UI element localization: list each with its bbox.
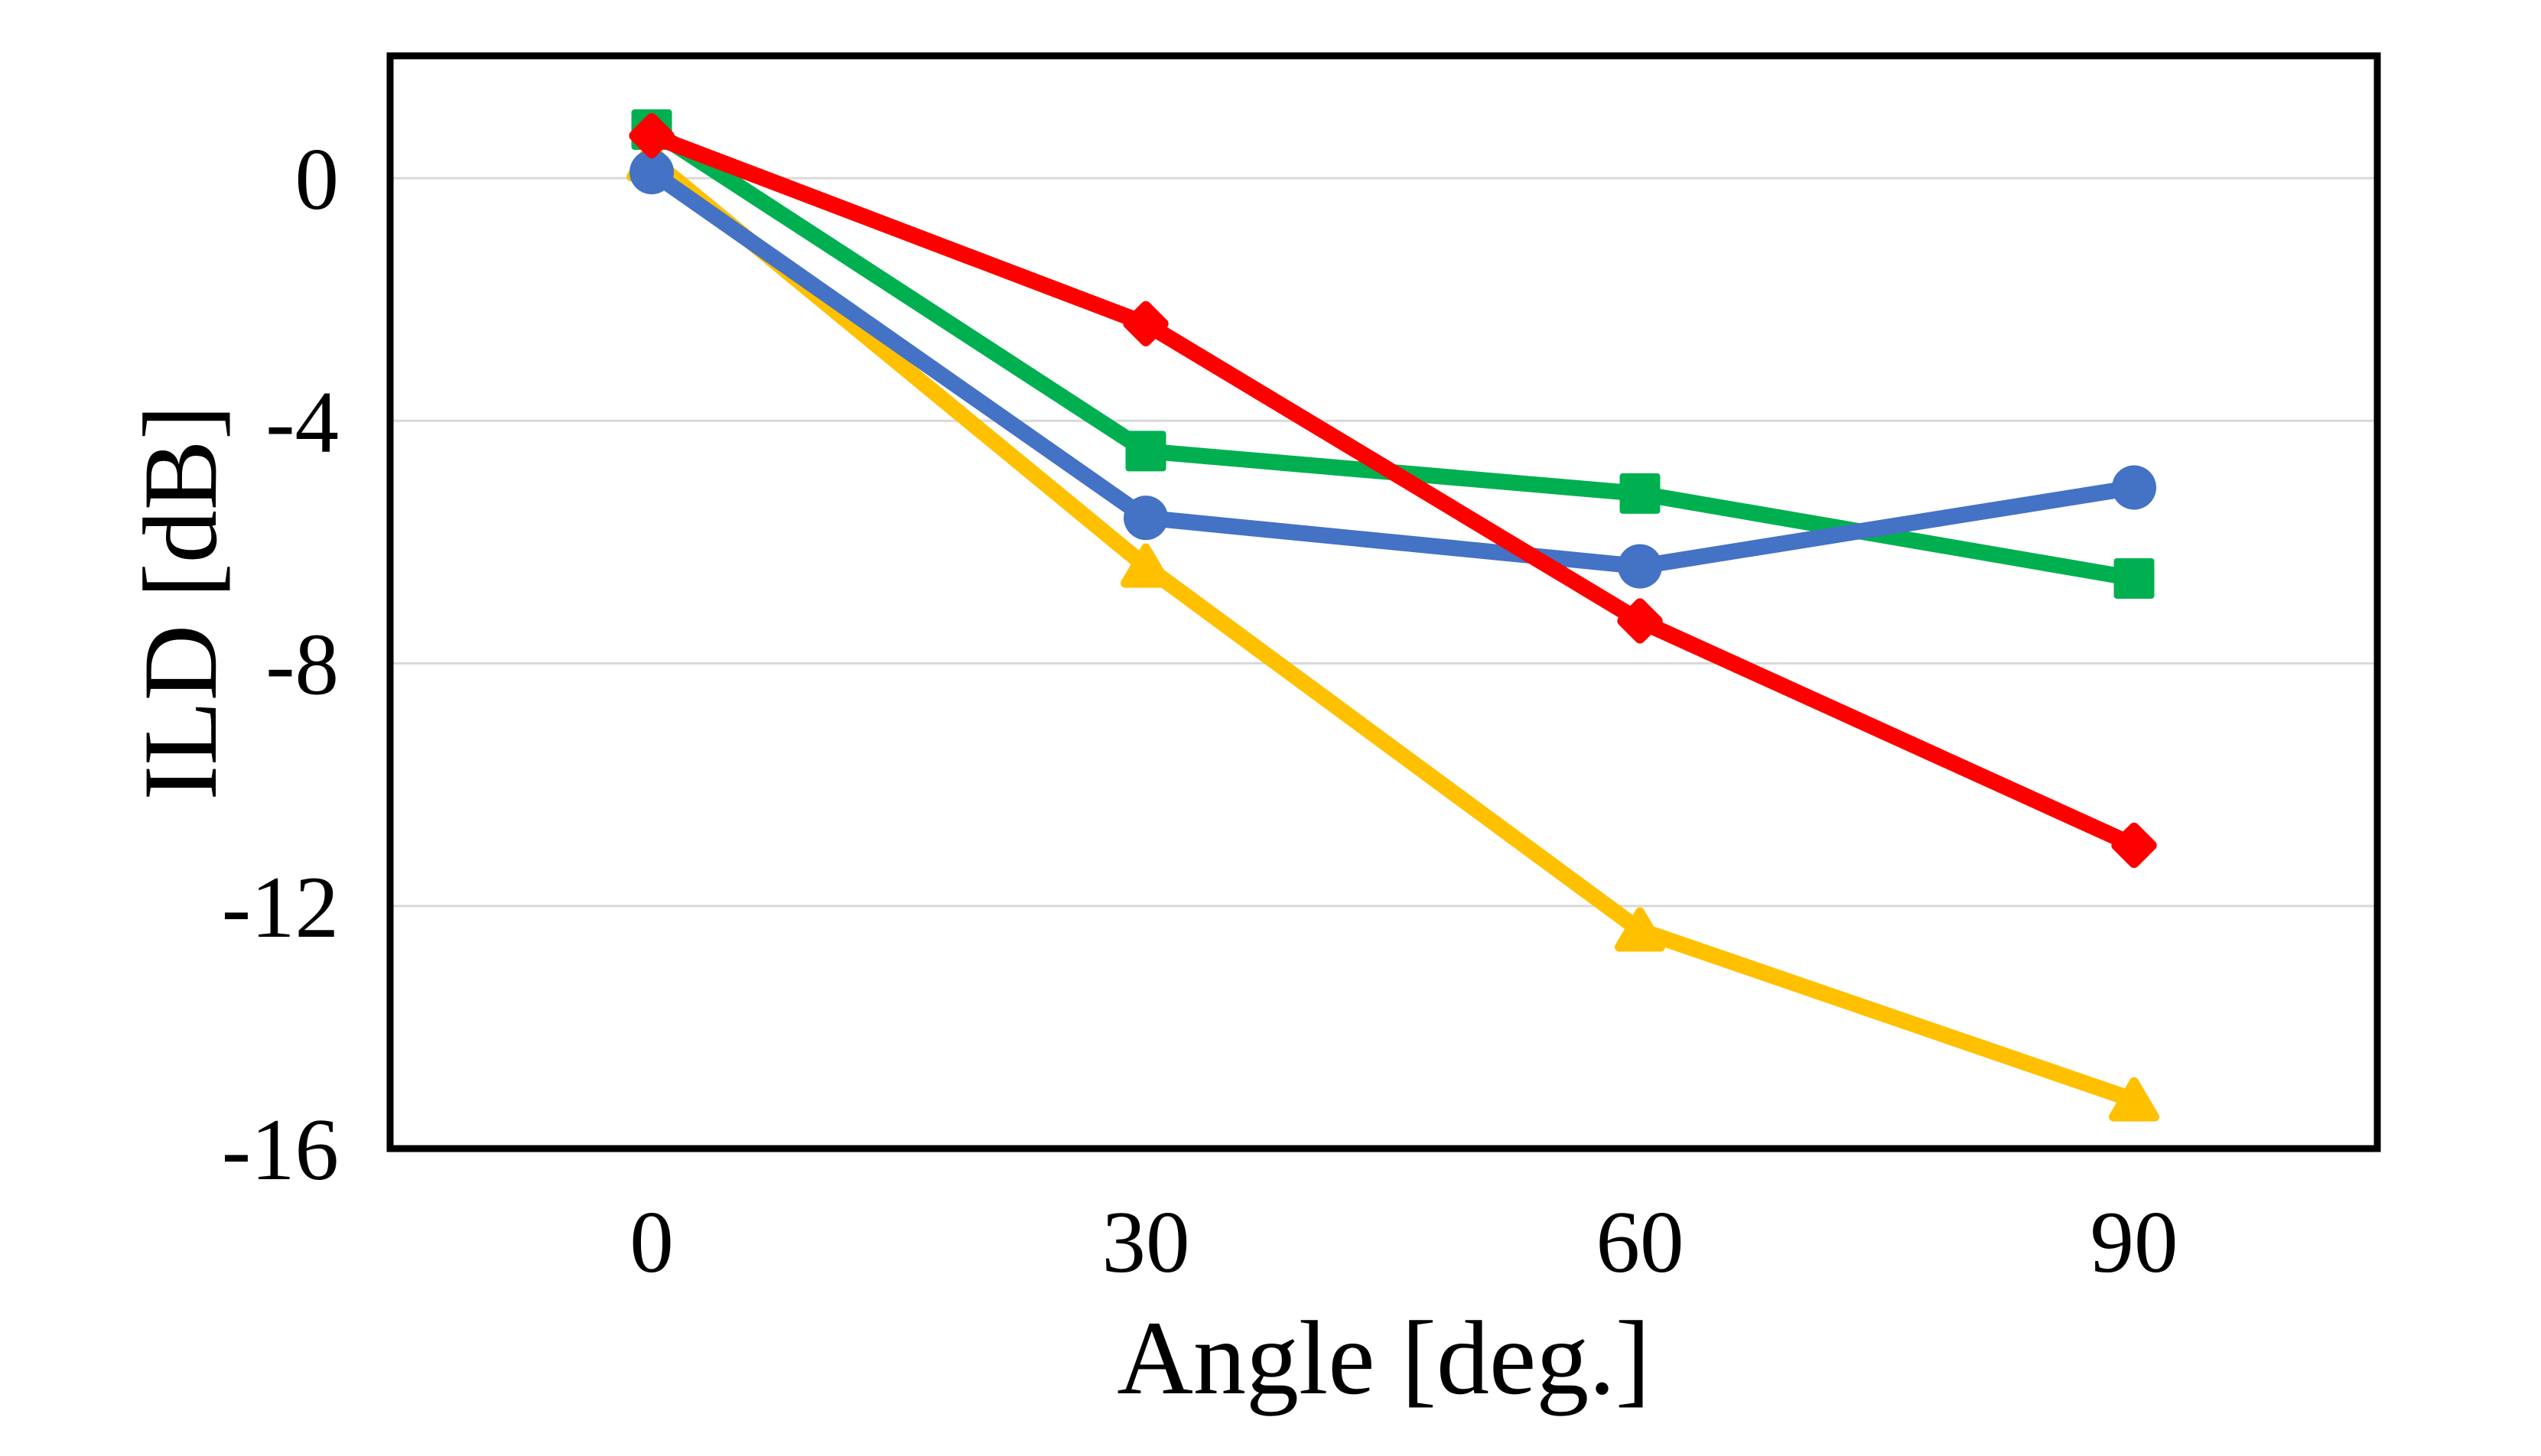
x-tick-label: 90 bbox=[2090, 1194, 2178, 1291]
gridlines bbox=[390, 177, 2377, 908]
circle-marker bbox=[2112, 465, 2156, 510]
circle-marker bbox=[1618, 544, 1662, 589]
x-tick-label: 60 bbox=[1596, 1194, 1684, 1291]
square-marker bbox=[1125, 431, 1166, 472]
red-diamond-series-line bbox=[643, 127, 2142, 853]
triangle-marker bbox=[1121, 543, 1171, 588]
y-tick-label: -16 bbox=[222, 1101, 339, 1198]
diamond-marker bbox=[1617, 598, 1663, 644]
green-square-series-line bbox=[643, 122, 2142, 587]
series-group bbox=[626, 109, 2159, 1122]
x-axis-tick-labels: 0 30 60 90 bbox=[630, 1194, 2178, 1291]
blue-circle-series bbox=[630, 150, 2156, 589]
diamond-marker bbox=[629, 112, 675, 159]
diamond-marker bbox=[1123, 301, 1169, 346]
blue-circle-series-line bbox=[643, 164, 2142, 575]
circle-marker bbox=[1124, 496, 1168, 541]
yellow-triangle-series-line bbox=[643, 151, 2142, 1109]
plot-border bbox=[386, 52, 2381, 1152]
y-axis-title: ILD [dB] bbox=[122, 405, 239, 800]
square-marker bbox=[1619, 473, 1661, 514]
x-axis-title: Angle [deg.] bbox=[1117, 1299, 1650, 1416]
triangle-marker bbox=[2109, 1077, 2159, 1122]
x-tick-label: 0 bbox=[630, 1194, 674, 1291]
yellow-triangle-series bbox=[626, 137, 2159, 1122]
y-tick-label: -12 bbox=[222, 859, 339, 956]
triangle-marker bbox=[1615, 907, 1665, 952]
y-tick-label: -8 bbox=[265, 616, 339, 713]
x-tick-label: 30 bbox=[1102, 1194, 1190, 1291]
red-diamond-series bbox=[629, 112, 2157, 869]
square-marker bbox=[2113, 557, 2155, 599]
circle-marker bbox=[630, 150, 674, 195]
y-tick-label: 0 bbox=[295, 131, 340, 228]
diamond-marker bbox=[2111, 822, 2157, 869]
y-tick-label: -4 bbox=[265, 373, 339, 470]
y-axis-tick-labels: 0 -4 -8 -12 -16 bbox=[222, 131, 339, 1198]
